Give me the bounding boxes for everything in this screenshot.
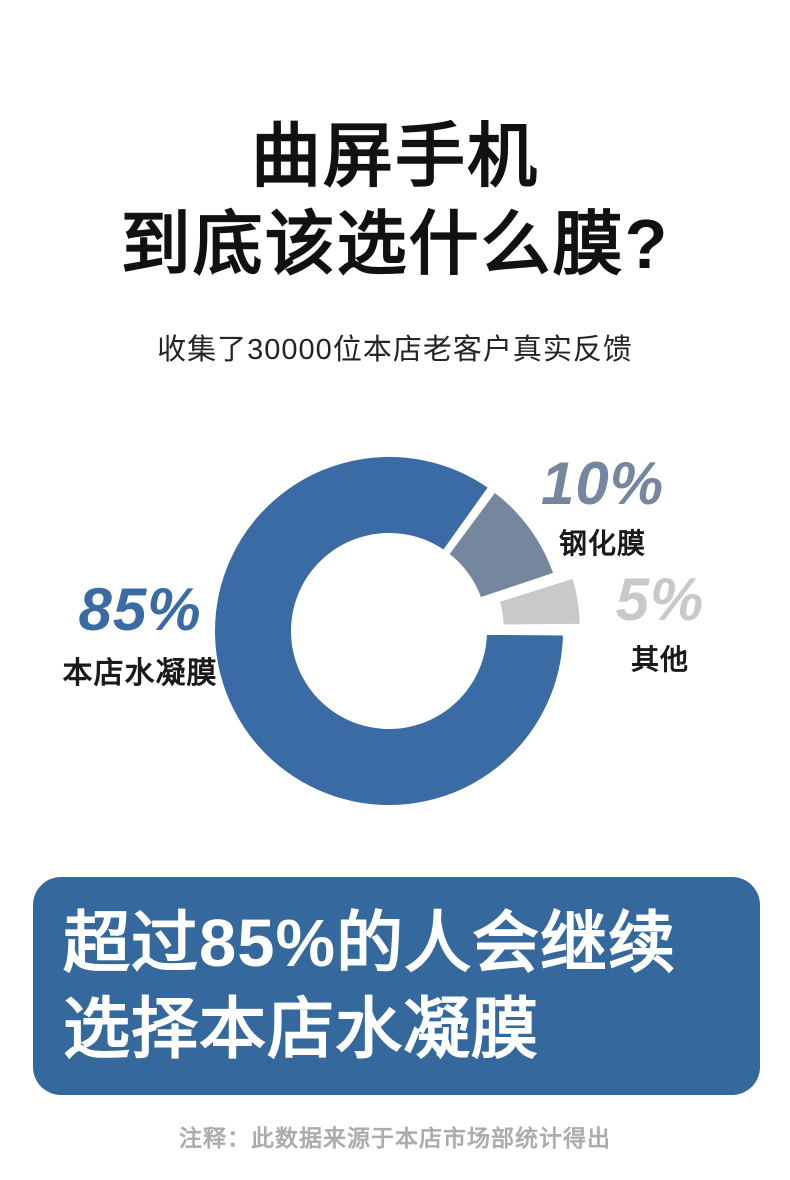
page-title-line1: 曲屏手机 <box>251 117 539 195</box>
donut-slices <box>208 451 586 811</box>
page-title: 曲屏手机 到底该选什么膜? <box>0 112 790 288</box>
donut-slice-其他 <box>492 571 586 631</box>
slice-label-hydrogel: 85% 本店水凝膜 <box>40 578 240 692</box>
page-subtitle: 收集了30000位本店老客户真实反馈 <box>157 334 633 366</box>
data-source-note: 注释：此数据来源于本店市场部统计得出 <box>179 1125 611 1151</box>
page-title-line2: 到底该选什么膜? <box>120 205 670 283</box>
slice-label-other: 5% 其他 <box>580 568 740 678</box>
conclusion-text-line1: 超过85%的人会继续 <box>63 906 677 981</box>
slice-label-tempered: 10% 钢化膜 <box>520 452 685 562</box>
donut-slice-钢化膜 <box>441 484 561 605</box>
conclusion-text-line2: 选择本店水凝膜 <box>63 992 539 1067</box>
other-category-label: 其他 <box>630 644 689 675</box>
conclusion-text: 超过85%的人会继续 选择本店水凝膜 <box>63 901 742 1073</box>
conclusion-banner: 超过85%的人会继续 选择本店水凝膜 <box>33 877 760 1095</box>
tempered-category-label: 钢化膜 <box>558 528 646 559</box>
hydrogel-category-label: 本店水凝膜 <box>62 657 218 690</box>
tempered-percent-value: 10% <box>540 450 665 517</box>
donut-slice-本店水凝膜 <box>208 451 570 811</box>
other-percent-value: 5% <box>615 566 705 633</box>
hydrogel-percent-value: 85% <box>78 576 202 643</box>
